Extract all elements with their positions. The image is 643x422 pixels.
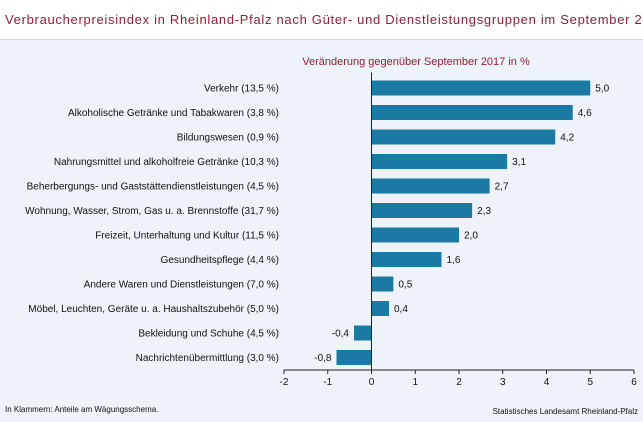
category-label: Verkehr (13,5 %) bbox=[204, 84, 279, 95]
x-axis: -2 -1 0 1 2 3 4 5 6 bbox=[280, 72, 637, 388]
category-label: Wohnung, Wasser, Strom, Gas u. a. Brenns… bbox=[25, 206, 279, 217]
value-label: 0,4 bbox=[394, 304, 408, 315]
bar bbox=[371, 252, 442, 267]
title-bar: Verbraucherpreisindex in Rheinland-Pfalz… bbox=[0, 0, 643, 40]
value-label: -0,8 bbox=[314, 353, 332, 364]
bar bbox=[371, 301, 389, 316]
x-tick-label: -1 bbox=[323, 377, 332, 388]
category-label: Möbel, Leuchten, Geräte u. a. Haushaltsz… bbox=[28, 304, 279, 315]
value-label: 4,2 bbox=[560, 133, 574, 144]
value-label: 0,5 bbox=[398, 280, 412, 291]
value-label: 2,0 bbox=[464, 231, 478, 242]
source-note: Statistisches Landesamt Rheinland-Pfalz bbox=[492, 407, 638, 416]
x-tick-label: 3 bbox=[500, 377, 506, 388]
bars-group: Verkehr (13,5 %) 5,0 Alkoholische Getränke… bbox=[25, 80, 610, 365]
category-label: Nahrungsmittel und alkoholfreie Getränke… bbox=[54, 157, 279, 168]
bar bbox=[371, 276, 394, 292]
bar bbox=[371, 105, 573, 120]
bar bbox=[371, 129, 556, 145]
value-label: 4,6 bbox=[578, 108, 592, 119]
x-tick-label: 2 bbox=[456, 377, 462, 388]
chart-panel: Veränderung gegenüber September 2017 in … bbox=[0, 40, 643, 422]
bar bbox=[371, 80, 591, 96]
x-tick-label: 1 bbox=[412, 377, 418, 388]
value-label: -0,4 bbox=[332, 329, 350, 340]
bar-chart: Veränderung gegenüber September 2017 in … bbox=[25, 56, 637, 388]
bar bbox=[336, 350, 372, 365]
category-label: Andere Waren und Dienstleistungen (7,0 %… bbox=[84, 280, 279, 291]
category-label: Beherbergungs- und Gaststättendienstleis… bbox=[27, 182, 279, 193]
title-divider bbox=[0, 39, 643, 40]
category-label: Gesundheitspflege (4,4 %) bbox=[161, 255, 279, 266]
bar bbox=[354, 325, 372, 341]
x-tick-label: 6 bbox=[631, 377, 637, 388]
x-tick-label: 4 bbox=[544, 377, 550, 388]
value-label: 3,1 bbox=[512, 157, 526, 168]
value-label: 5,0 bbox=[595, 84, 609, 95]
bar bbox=[371, 178, 490, 194]
value-label: 2,7 bbox=[495, 182, 509, 193]
category-label: Bildungswesen (0,9 %) bbox=[177, 133, 279, 144]
value-label: 2,3 bbox=[477, 206, 491, 217]
category-label: Alkoholische Getränke und Tabakwaren (3,… bbox=[68, 108, 279, 119]
category-label: Freizeit, Unterhaltung und Kultur (11,5 … bbox=[95, 231, 279, 242]
bar bbox=[371, 203, 473, 218]
x-tick-label: 0 bbox=[369, 377, 375, 388]
bar bbox=[371, 227, 459, 243]
category-label: Nachrichtenübermittlung (3,0 %) bbox=[136, 353, 279, 364]
category-label: Bekleidung und Schuhe (4,5 %) bbox=[138, 329, 279, 340]
chart-subtitle: Veränderung gegenüber September 2017 in … bbox=[302, 56, 530, 68]
value-label: 1,6 bbox=[447, 255, 461, 266]
x-tick-label: -2 bbox=[280, 377, 289, 388]
footnote: In Klammern: Anteile am Wägungsschema. bbox=[5, 405, 159, 414]
chart-title: Verbraucherpreisindex in Rheinland-Pfalz… bbox=[5, 12, 643, 27]
bar bbox=[371, 154, 508, 169]
x-tick-label: 5 bbox=[587, 377, 593, 388]
